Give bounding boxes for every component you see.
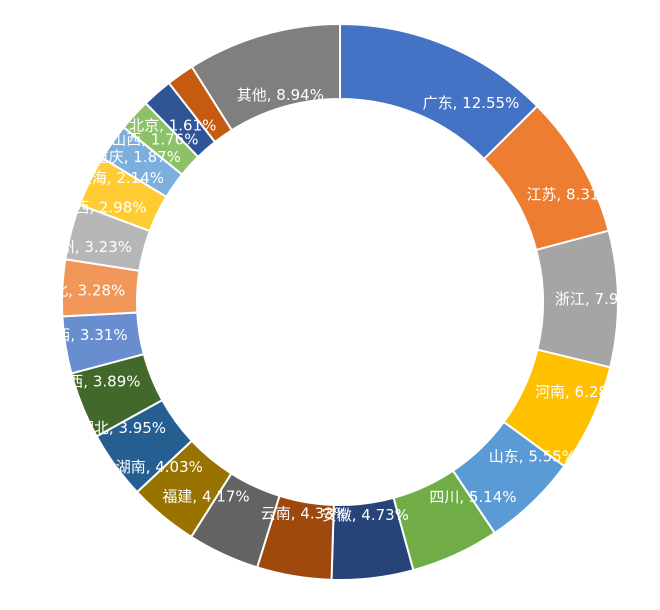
labels-group: 广东, 12.55% 江苏, 8.31% 浙江, 7.90% 河南, 6.28% 山东,… — [38, 86, 642, 524]
data-label-重庆: 重庆, 1.87% — [94, 148, 181, 166]
data-label-江西: 江西, 3.31% — [40, 326, 127, 344]
data-label-河南: 河南, 6.28% — [535, 383, 622, 401]
data-label-广东: 广东, 12.55% — [423, 94, 520, 112]
slices-group — [61, 22, 619, 581]
data-label-上海: 上海, 2.14% — [77, 169, 164, 187]
data-label-浙江: 浙江, 7.90% — [555, 290, 642, 308]
data-label-福建: 福建, 4.17% — [162, 488, 249, 506]
data-label-湖南: 湖南, 4.03% — [116, 458, 203, 476]
data-label-江苏: 江苏, 8.31% — [527, 186, 614, 204]
data-label-安徽: 安徽, 4.73% — [322, 506, 409, 524]
data-label-云南: 云南, 4.33% — [261, 505, 348, 523]
data-label-北京: 北京, 1.61% — [129, 117, 216, 135]
data-label-山西: 山西, 1.76% — [111, 131, 198, 149]
data-label-四川: 四川, 5.14% — [429, 488, 516, 506]
data-label-河北: 河北, 3.28% — [38, 281, 125, 299]
data-label-贵州: 贵州, 3.23% — [45, 238, 132, 256]
data-label-广西: 广西, 3.89% — [53, 373, 140, 391]
slice-其他 — [190, 22, 341, 132]
data-label-陕西: 陕西, 2.98% — [59, 199, 146, 217]
data-label-湖北: 湖北, 3.95% — [79, 419, 166, 437]
data-label-其他: 其他, 8.94% — [237, 86, 324, 104]
data-label-山东: 山东, 5.55% — [489, 448, 576, 466]
